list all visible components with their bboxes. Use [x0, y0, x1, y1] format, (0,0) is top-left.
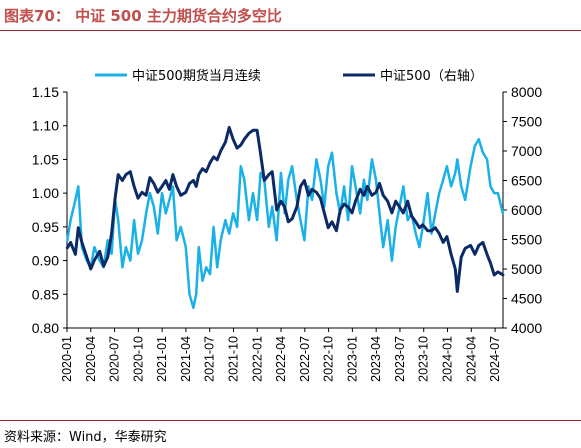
series-lines [65, 125, 505, 310]
title-rule [0, 30, 581, 31]
x-tick-label: 2020-10 [131, 336, 145, 382]
x-tick-label: 2020-07 [108, 336, 122, 382]
y-left-tick-label: 1.15 [32, 84, 59, 100]
x-tick-label: 2021-04 [179, 336, 193, 382]
y-left-tick-label: 0.85 [32, 286, 59, 302]
x-tick-label: 2021-01 [155, 336, 169, 382]
series-line-csi500-index [65, 125, 505, 293]
y-left-tick-label: 0.90 [32, 253, 59, 269]
x-tick-label: 2024-01 [441, 336, 455, 382]
y-left-tick-label: 1.10 [32, 118, 59, 134]
y-right-tick-label: 5000 [511, 261, 542, 277]
series-line-csi500-futures-ratio [66, 137, 505, 310]
y-left-tick-label: 0.95 [32, 219, 59, 235]
y-right-tick-label: 7000 [511, 143, 542, 159]
y-right-tick-label: 5500 [511, 232, 542, 248]
x-tick-label: 2021-10 [226, 336, 240, 382]
y-right-tick-label: 6500 [511, 173, 542, 189]
legend-label-light: 中证500期货当月连续 [132, 68, 261, 84]
x-tick-label: 2020-01 [60, 336, 74, 382]
x-tick-label: 2022-10 [322, 336, 336, 382]
x-tick-label: 2022-07 [298, 336, 312, 382]
x-tick-label: 2023-01 [345, 336, 359, 382]
figure-title: 图表70： 中证 500 主力期货合约多空比 [4, 7, 282, 25]
x-tick-label: 2023-04 [369, 336, 383, 382]
y-left-tick-label: 1.05 [32, 151, 59, 167]
x-tick-label: 2020-04 [84, 336, 98, 382]
x-tick-label: 2024-07 [488, 336, 502, 382]
y-right-tick-label: 8000 [511, 84, 542, 100]
y-left-tick-label: 0.80 [32, 320, 59, 336]
source-note: 资料来源：Wind，华泰研究 [4, 430, 167, 445]
x-tick-label: 2022-04 [274, 336, 288, 382]
x-tick-label: 2021-07 [203, 336, 217, 382]
y-right-tick-label: 6000 [511, 202, 542, 218]
legend-label-dark: 中证500（右轴） [380, 69, 483, 84]
x-tick-label: 2022-01 [250, 336, 264, 382]
x-tick-label: 2024-04 [464, 336, 478, 382]
x-tick-label: 2023-07 [393, 336, 407, 382]
x-tick-label: 2023-10 [417, 336, 431, 382]
source-rule [0, 420, 581, 421]
y-right-tick-label: 4500 [511, 291, 542, 307]
axes: 0.80 0.85 0.90 0.95 1.00 1.05 1.10 1.15 4000 4500… [32, 84, 543, 382]
legend: 中证500期货当月连续 中证500（右轴） [95, 68, 483, 84]
y-left-tick-label: 1.00 [32, 185, 59, 201]
y-right-tick-label: 7500 [511, 114, 542, 130]
y-right-tick-label: 4000 [511, 320, 542, 336]
